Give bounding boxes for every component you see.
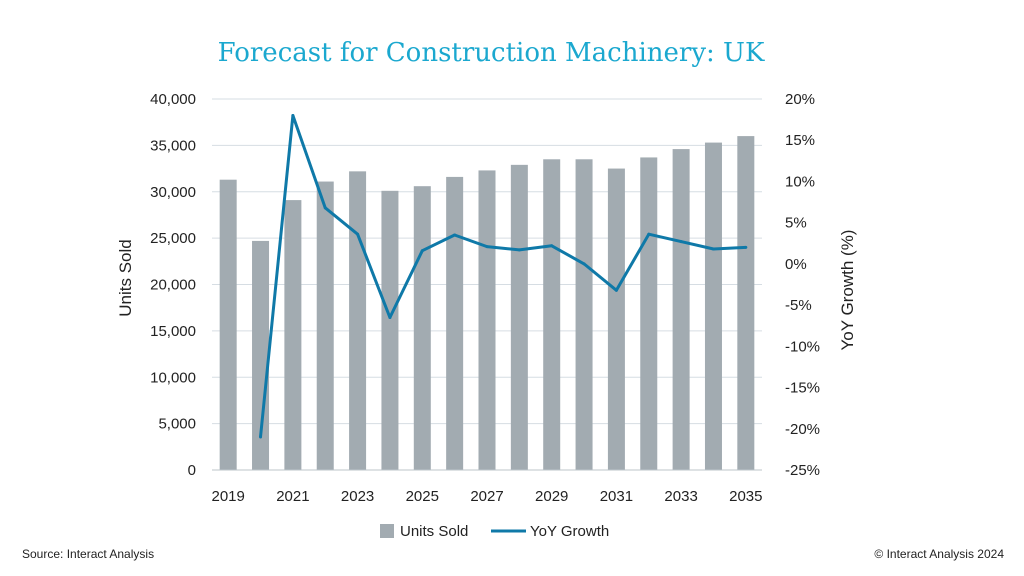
- right-y-tick-label: 10%: [785, 173, 815, 190]
- legend-label-units-sold: Units Sold: [400, 523, 468, 540]
- yoy-growth-point: [453, 233, 457, 237]
- x-tick-label: 2023: [341, 488, 374, 505]
- x-tick-label: 2033: [664, 488, 697, 505]
- yoy-growth-point: [485, 245, 489, 249]
- legend: Units Sold YoY Growth: [380, 523, 609, 540]
- yoy-growth-point: [711, 247, 715, 251]
- yoy-growth-point: [744, 245, 748, 249]
- x-tick-label: 2027: [470, 488, 503, 505]
- units-sold-bar: [575, 159, 593, 470]
- units-sold-bar: [252, 240, 270, 470]
- left-y-tick-label: 0: [188, 462, 196, 479]
- yoy-growth-point: [614, 288, 618, 292]
- yoy-growth-point: [420, 249, 424, 253]
- yoy-growth-series: [259, 113, 748, 439]
- units-sold-bar: [672, 149, 690, 470]
- units-sold-bar: [510, 164, 528, 471]
- yoy-growth-point: [679, 240, 683, 244]
- right-y-tick-label: -15%: [785, 380, 820, 397]
- yoy-growth-point: [356, 232, 360, 236]
- yoy-growth-point: [582, 262, 586, 266]
- left-y-axis-title: Units Sold: [116, 239, 135, 316]
- left-y-tick-label: 30,000: [150, 184, 196, 201]
- yoy-growth-point: [550, 244, 554, 248]
- units-sold-bar: [219, 179, 237, 470]
- x-tick-label: 2025: [406, 488, 439, 505]
- x-tick-label: 2019: [211, 488, 244, 505]
- right-y-tick-label: -25%: [785, 462, 820, 479]
- left-y-tick-label: 40,000: [150, 91, 196, 108]
- x-axis-ticks: 2019 2021 2023 2025 2027 2029 2031 2033 2035: [211, 488, 762, 505]
- right-y-tick-label: -10%: [785, 338, 820, 355]
- yoy-growth-point: [388, 315, 392, 319]
- units-sold-bar: [381, 190, 399, 470]
- x-tick-label: 2031: [600, 488, 633, 505]
- units-sold-bar: [284, 200, 302, 470]
- right-y-tick-label: 5%: [785, 215, 807, 232]
- copyright-note: © Interact Analysis 2024: [874, 547, 1004, 561]
- source-note: Source: Interact Analysis: [22, 547, 154, 561]
- yoy-growth-point: [517, 248, 521, 252]
- right-y-axis-ticks: -25% -20% -15% -10% -5% 0% 5% 10% 15% 20%: [785, 91, 820, 479]
- x-tick-label: 2035: [729, 488, 762, 505]
- units-sold-bar: [316, 181, 334, 471]
- legend-label-yoy-growth: YoY Growth: [530, 523, 609, 540]
- left-y-tick-label: 15,000: [150, 323, 196, 340]
- left-y-tick-label: 20,000: [150, 277, 196, 294]
- right-y-tick-label: 15%: [785, 132, 815, 149]
- yoy-growth-point: [291, 113, 295, 117]
- units-sold-bar: [413, 186, 431, 470]
- right-y-tick-label: -20%: [785, 421, 820, 438]
- units-sold-bar: [543, 159, 561, 470]
- units-sold-bar: [704, 142, 722, 470]
- left-y-tick-label: 35,000: [150, 137, 196, 154]
- yoy-growth-point: [259, 435, 263, 439]
- right-y-tick-label: -5%: [785, 297, 812, 314]
- units-sold-bar: [349, 171, 367, 470]
- units-sold-bar: [737, 136, 755, 470]
- legend-swatch-units-sold: [380, 524, 394, 538]
- left-y-tick-label: 10,000: [150, 369, 196, 386]
- left-y-axis-ticks: 0 5,000 10,000 15,000 20,000 25,000 30,000 35,0…: [150, 91, 196, 479]
- right-y-tick-label: 20%: [785, 91, 815, 108]
- left-y-tick-label: 25,000: [150, 230, 196, 247]
- yoy-growth-point: [323, 206, 327, 210]
- units-sold-bar: [640, 157, 658, 470]
- chart-title: Forecast for Construction Machinery: UK: [218, 38, 765, 68]
- units-sold-bar: [478, 170, 496, 471]
- units-sold-bar: [446, 176, 464, 470]
- right-y-tick-label: 0%: [785, 256, 807, 273]
- yoy-growth-line: [259, 114, 746, 438]
- units-sold-bar: [607, 168, 625, 470]
- x-tick-label: 2029: [535, 488, 568, 505]
- x-tick-label: 2021: [276, 488, 309, 505]
- right-y-axis-title: YoY Growth (%): [838, 230, 857, 351]
- units-sold-bars: [219, 136, 755, 471]
- yoy-growth-point: [647, 232, 651, 236]
- left-y-tick-label: 5,000: [158, 416, 196, 433]
